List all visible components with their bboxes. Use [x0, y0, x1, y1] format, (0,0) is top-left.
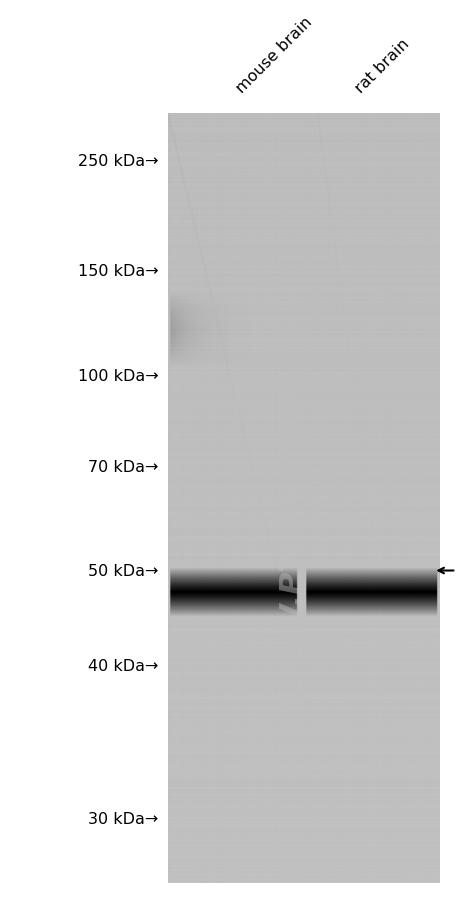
Text: mouse brain: mouse brain — [233, 14, 314, 97]
Text: rat brain: rat brain — [352, 36, 412, 97]
Text: 250 kDa→: 250 kDa→ — [78, 154, 158, 170]
Text: 50 kDa→: 50 kDa→ — [88, 564, 158, 578]
Text: 70 kDa→: 70 kDa→ — [88, 459, 158, 474]
Text: 100 kDa→: 100 kDa→ — [78, 369, 158, 384]
Text: WWW.PTGAB.COM: WWW.PTGAB.COM — [274, 384, 304, 699]
Text: 150 kDa→: 150 kDa→ — [78, 263, 158, 279]
Text: 30 kDa→: 30 kDa→ — [88, 811, 158, 826]
Text: 40 kDa→: 40 kDa→ — [88, 658, 158, 673]
